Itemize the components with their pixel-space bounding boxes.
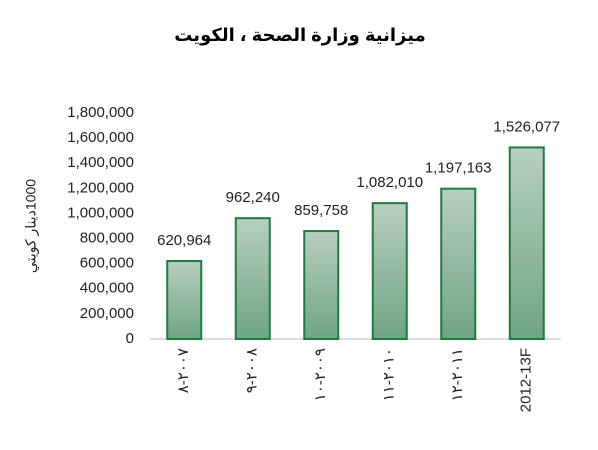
bar xyxy=(166,260,203,340)
bar xyxy=(234,217,271,340)
y-tick-label: 1,600,000 xyxy=(67,129,134,146)
x-tick-label: ٢٠١٠-١١ xyxy=(381,348,398,401)
y-tick-label: 200,000 xyxy=(80,305,134,322)
x-tick-label: ٢٠٠٩-١٠ xyxy=(312,348,329,401)
value-label: 962,240 xyxy=(226,189,280,206)
x-tick-label: ٢٠٠٨-٩ xyxy=(244,348,261,393)
value-label: 620,964 xyxy=(157,232,211,249)
y-axis-label: 1000دينار كويتي xyxy=(23,179,40,273)
y-tick-label: 1,400,000 xyxy=(67,154,134,171)
bar xyxy=(303,230,340,341)
value-label: 1,197,163 xyxy=(425,160,492,177)
y-tick-label: 800,000 xyxy=(80,230,134,247)
bar xyxy=(508,146,545,340)
y-tick-label: 1,200,000 xyxy=(67,179,134,196)
y-tick-label: 600,000 xyxy=(80,255,134,272)
x-tick-label: ٢٠١١-١٢ xyxy=(449,348,466,401)
bar xyxy=(371,202,408,340)
bar xyxy=(440,187,477,340)
chart-title: ميزانية وزارة الصحة ، الكويت xyxy=(174,25,425,46)
y-tick-label: 1,800,000 xyxy=(67,104,134,121)
y-tick-label: 1,000,000 xyxy=(67,204,134,221)
value-label: 1,526,077 xyxy=(493,118,560,135)
y-tick-label: 0 xyxy=(126,330,134,347)
value-label: 859,758 xyxy=(294,202,348,219)
y-tick-label: 400,000 xyxy=(80,280,134,297)
x-tick-label: 2012-13F xyxy=(518,348,535,412)
value-label: 1,082,010 xyxy=(356,174,423,191)
x-tick-label: ٢٠٠٧-٨ xyxy=(175,348,192,393)
